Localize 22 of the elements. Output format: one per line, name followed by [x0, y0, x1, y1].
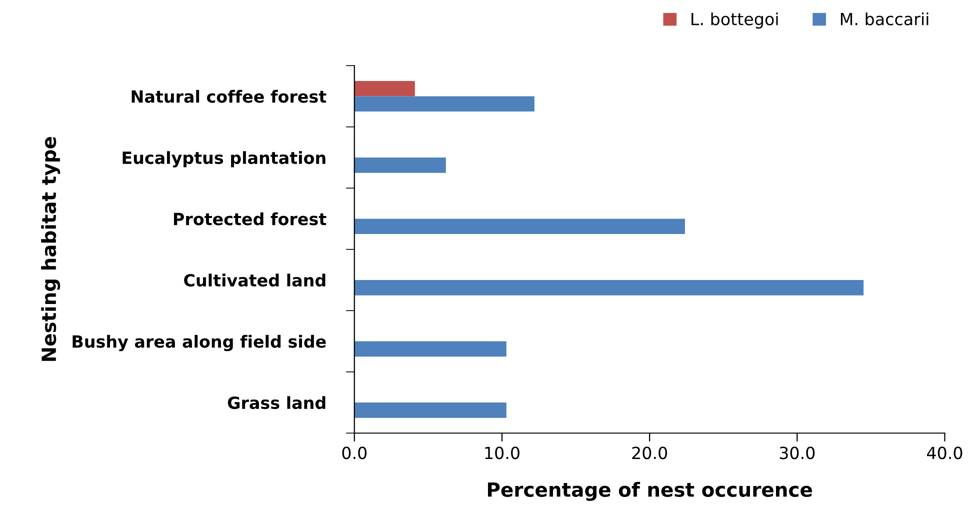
- bar: [354, 158, 446, 173]
- x-tick-label: 0.0: [342, 446, 367, 460]
- bar: [354, 341, 506, 357]
- bar: [354, 80, 415, 96]
- bar: [354, 402, 506, 418]
- x-axis-title: Percentage of nest occurence: [488, 482, 812, 501]
- y-tick-label: Eucalyptus plantation: [122, 151, 326, 168]
- x-tick-label: 30.0: [780, 446, 815, 460]
- bar: [354, 280, 864, 296]
- y-tick-label: Protected forest: [174, 212, 326, 226]
- x-tick-label: 20.0: [632, 446, 668, 460]
- y-tick-label: Cultivated land: [184, 274, 326, 287]
- y-tick-label: Bushy area along field side: [72, 334, 326, 352]
- bar: [354, 218, 685, 234]
- y-tick-label: Grass land: [228, 396, 326, 410]
- y-axis-title: Nesting habitat type: [41, 137, 60, 361]
- legend-label: M. baccarii: [840, 12, 928, 26]
- y-tick-label: Natural coffee forest: [132, 90, 326, 103]
- x-tick-label: 10.0: [485, 446, 520, 460]
- bar: [354, 96, 534, 112]
- x-tick-label: 40.0: [926, 446, 962, 460]
- legend-label: L. bottegoi: [692, 12, 778, 29]
